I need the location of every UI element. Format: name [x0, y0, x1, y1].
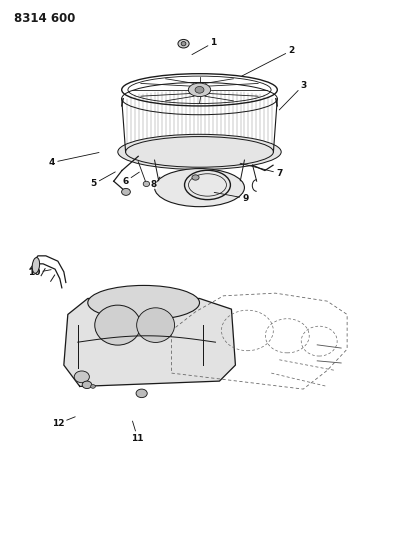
Text: 7: 7	[240, 163, 282, 177]
Ellipse shape	[143, 181, 150, 187]
Ellipse shape	[181, 42, 186, 46]
Text: 1: 1	[192, 38, 217, 54]
Text: 3: 3	[279, 81, 306, 110]
Ellipse shape	[118, 134, 281, 169]
Text: 12: 12	[51, 417, 75, 428]
Ellipse shape	[82, 381, 92, 389]
Ellipse shape	[95, 305, 140, 345]
Text: 6: 6	[122, 172, 139, 185]
Ellipse shape	[122, 189, 130, 195]
Text: 10: 10	[28, 269, 51, 277]
Ellipse shape	[154, 168, 245, 207]
Ellipse shape	[188, 83, 211, 96]
Text: 9: 9	[214, 192, 249, 203]
Ellipse shape	[32, 257, 40, 273]
Ellipse shape	[74, 371, 89, 383]
Text: 2: 2	[242, 46, 294, 76]
Ellipse shape	[136, 308, 175, 342]
Ellipse shape	[136, 389, 147, 398]
Ellipse shape	[88, 286, 200, 320]
Text: 8314 600: 8314 600	[14, 12, 75, 25]
Text: 8: 8	[150, 177, 160, 189]
Text: 11: 11	[131, 421, 144, 442]
Ellipse shape	[195, 86, 204, 93]
Ellipse shape	[91, 384, 95, 388]
Ellipse shape	[178, 39, 189, 48]
Text: 5: 5	[91, 172, 115, 188]
Polygon shape	[64, 298, 235, 386]
Text: 4: 4	[49, 152, 99, 167]
Ellipse shape	[192, 175, 199, 180]
